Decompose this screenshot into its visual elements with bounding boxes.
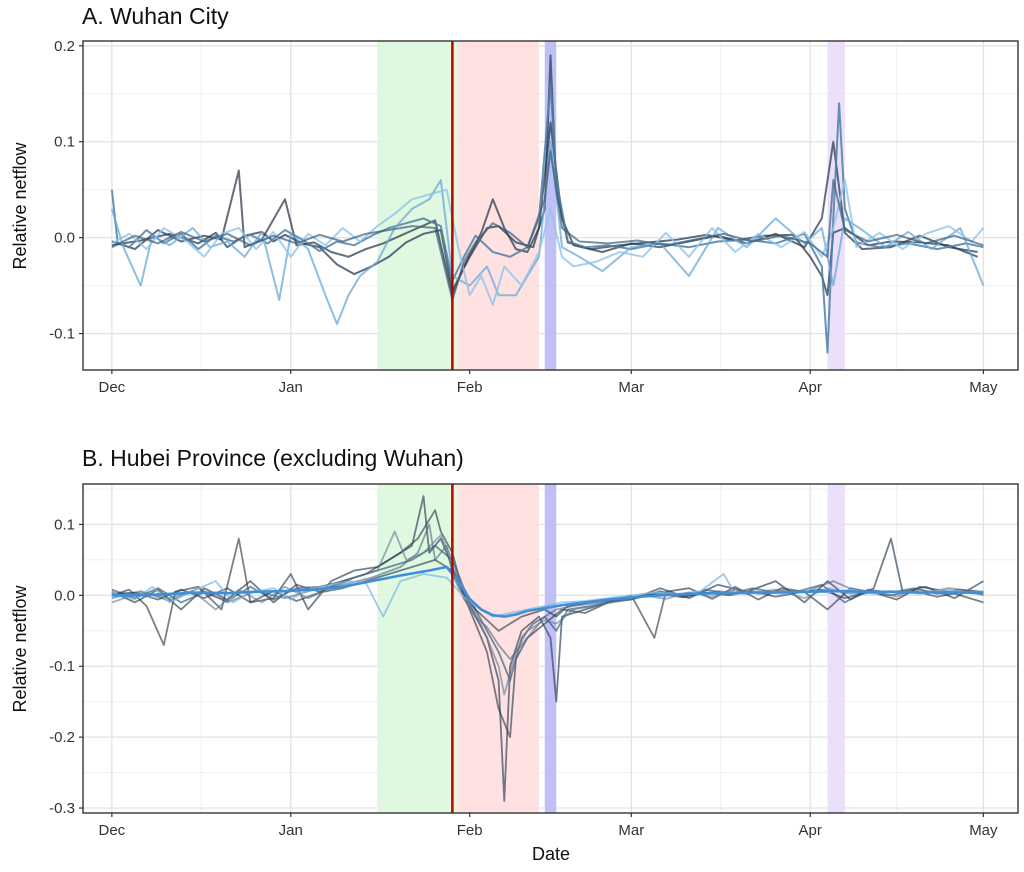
panel-b-hubei-province: B. Hubei Province (excluding Wuhan) Rela… xyxy=(10,445,1019,839)
panel-a-band-blue-event xyxy=(544,41,557,370)
panel-a-plot-area: 0.2 0.1 0.0 -0.1 Dec Jan Feb Mar Apr May xyxy=(49,38,1019,396)
panel-b-y-tick-label: 0.0 xyxy=(54,587,75,604)
panel-b-plot-area: 0.1 0.0 -0.1 -0.2 -0.3 Dec Jan Feb Mar Apr May xyxy=(49,483,1019,839)
panel-b-band-blue-event xyxy=(544,484,557,813)
panel-b-x-tick-label: May xyxy=(969,822,998,839)
panel-b-y-tick-label: -0.3 xyxy=(49,800,75,817)
panel-a-border xyxy=(82,40,1019,371)
panel-b-band-lockdown-period xyxy=(458,484,539,813)
panel-a-y-tick-label: 0.0 xyxy=(54,230,75,247)
panel-b-x-tick-label: Mar xyxy=(618,822,644,839)
panel-b-ylabel: Relative netflow xyxy=(10,584,30,712)
panel-b-y-tick-label: 0.1 xyxy=(54,516,75,533)
panel-b-x-tick-label: Jan xyxy=(279,822,303,839)
panel-a-series-trace-5 xyxy=(111,179,985,306)
panel-a-y-tick-label: 0.2 xyxy=(54,38,75,55)
x-axis-title: Date xyxy=(532,844,570,864)
panel-a-x-tick-label: Jan xyxy=(279,379,303,396)
panel-a-title: A. Wuhan City xyxy=(82,3,229,29)
panel-b-title: B. Hubei Province (excluding Wuhan) xyxy=(82,445,464,471)
panel-b-band-pre-lockdown xyxy=(377,484,459,813)
panel-b-series-mean-trend xyxy=(111,565,984,618)
panel-a-y-tick-label: 0.1 xyxy=(54,134,75,151)
panel-b-x-tick-label: Apr xyxy=(799,822,822,839)
panel-a-x-tick-label: Mar xyxy=(618,379,644,396)
panel-b-y-tick-label: -0.1 xyxy=(49,658,75,675)
panel-a-band-lockdown-period xyxy=(458,41,539,370)
panel-b-series-group xyxy=(111,495,984,802)
panel-a-x-tick-label: Feb xyxy=(457,379,483,396)
panel-b-x-tick-label: Feb xyxy=(457,822,483,839)
panel-b-series-city-2 xyxy=(111,509,984,738)
panel-b-border xyxy=(82,483,1019,814)
panel-a-x-tick-label: Apr xyxy=(799,379,822,396)
panel-b-x-tick-label: Dec xyxy=(99,822,126,839)
panel-a-y-tick-label: -0.1 xyxy=(49,326,75,343)
panel-b-band-purple-event xyxy=(827,484,845,813)
panel-b-y-tick-label: -0.2 xyxy=(49,729,75,746)
panel-a-ylabel: Relative netflow xyxy=(10,141,30,269)
panel-a-wuhan-city: A. Wuhan City Relative netflow 0.2 0.1 0.0… xyxy=(10,3,1019,396)
panel-a-series-trace-4 xyxy=(110,140,985,325)
panel-a-x-tick-label: Dec xyxy=(99,379,126,396)
panel-a-series-trace-6 xyxy=(111,150,984,301)
panel-a-x-tick-label: May xyxy=(969,379,998,396)
panel-a-series-group xyxy=(110,54,985,354)
